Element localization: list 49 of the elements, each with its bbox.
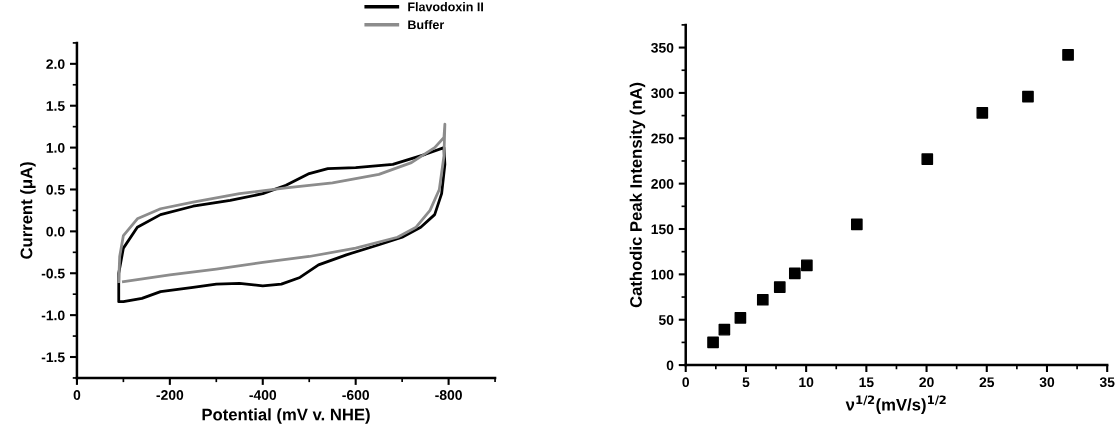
x-tick-label: 0 xyxy=(682,377,690,388)
x-tick-label: 10 xyxy=(799,377,814,388)
point xyxy=(1062,48,1074,61)
point xyxy=(707,336,719,349)
y-tick-label: 0.0 xyxy=(46,226,65,237)
point xyxy=(718,323,731,336)
y-tick-label: 1.5 xyxy=(46,101,65,111)
y-tick-label: 1.0 xyxy=(46,142,65,153)
y-tick-label: 200 xyxy=(651,178,674,189)
y-tick-label: -0.5 xyxy=(41,268,65,279)
x-axis-title: ν$^{1/2}$(mV/s)$^{1/2}$ xyxy=(845,395,946,414)
x-axis-title: Potential (mV v. NHE) xyxy=(202,408,370,424)
x-tick-label: 15 xyxy=(859,377,874,388)
y-tick-label: -1.0 xyxy=(41,310,65,321)
y-tick-label: 50 xyxy=(658,315,674,325)
x-tick-label: 20 xyxy=(919,377,934,388)
line-series xyxy=(117,122,447,284)
x-tick-label: -800 xyxy=(435,390,462,400)
x-tick-label: 5 xyxy=(742,377,750,388)
point xyxy=(801,259,813,272)
x-tick-label: 0 xyxy=(73,390,81,400)
y-tick-label: 250 xyxy=(651,133,674,144)
x-tick-label: 30 xyxy=(1039,377,1055,388)
x-tick-label: 35 xyxy=(1099,377,1115,388)
y-tick-label: 0 xyxy=(666,360,674,371)
point xyxy=(921,153,934,165)
y-tick-label: 150 xyxy=(651,224,674,235)
y-tick-label: -1.5 xyxy=(41,352,65,363)
line-series xyxy=(117,146,447,304)
point xyxy=(756,293,769,306)
y-tick-label: 2.0 xyxy=(46,59,65,70)
x-tick-label: -400 xyxy=(249,390,277,400)
point xyxy=(773,281,786,293)
y-tick-label: 350 xyxy=(651,42,674,53)
point xyxy=(734,312,747,324)
legend-label: Buffer xyxy=(408,20,445,30)
y-tick-label: 0.5 xyxy=(46,184,65,195)
point xyxy=(976,107,989,119)
point xyxy=(788,267,801,280)
y-tick-label: 300 xyxy=(651,88,674,99)
y-axis-title: Current (μA) xyxy=(20,162,36,259)
point xyxy=(850,218,863,231)
x-tick-label: -200 xyxy=(156,390,184,400)
legend-label: Flavodoxin II xyxy=(408,2,483,12)
point xyxy=(1022,90,1034,103)
y-axis-title: Cathodic Peak Intensity (nA) xyxy=(629,82,646,308)
x-tick-label: 25 xyxy=(979,377,995,388)
x-tick-label: -600 xyxy=(342,390,370,400)
y-tick-label: 100 xyxy=(651,269,674,280)
